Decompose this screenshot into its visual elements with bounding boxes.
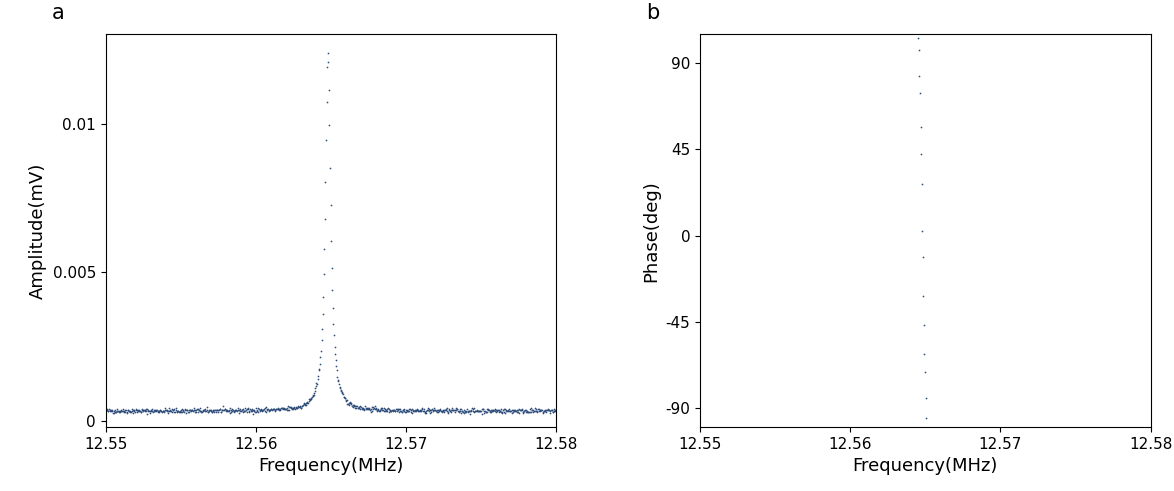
Y-axis label: Phase(deg): Phase(deg): [642, 180, 660, 282]
Text: b: b: [646, 3, 660, 23]
Text: a: a: [52, 3, 65, 23]
X-axis label: Frequency(MHz): Frequency(MHz): [258, 458, 404, 475]
X-axis label: Frequency(MHz): Frequency(MHz): [852, 458, 998, 475]
Y-axis label: Amplitude(mV): Amplitude(mV): [29, 163, 47, 299]
